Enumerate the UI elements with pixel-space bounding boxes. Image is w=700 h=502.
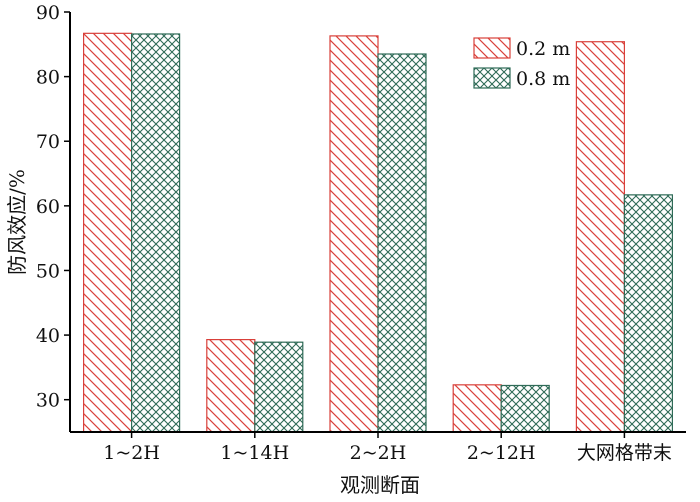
bar-series-b-3 (500, 384, 550, 433)
bars-layer (82, 32, 674, 433)
axes-layer: 30 40 50 60 70 80 90 1~2H 1~14H 2~2H 2~12H 大网格带末 (36, 2, 686, 464)
x-tick-label-1: 1~14H (220, 442, 289, 464)
x-axis-title: 观测断面 (340, 473, 420, 497)
bar-series-a-2 (329, 35, 379, 433)
legend-label-0: 0.2 m (516, 38, 570, 60)
x-tick-label-3: 2~12H (467, 442, 536, 464)
y-axis-title: 防风效应/% (5, 169, 29, 275)
y-tick-label-70: 70 (36, 131, 60, 153)
legend-swatch-0 (473, 37, 511, 59)
y-tick-label-50: 50 (36, 260, 60, 282)
y-tick-label-30: 30 (36, 390, 60, 412)
bar-series-a-3 (452, 384, 502, 433)
bar-series-b-2 (377, 53, 427, 433)
y-tick-label-90: 90 (36, 2, 60, 24)
legend: 0.2 m 0.8 m (473, 37, 570, 90)
y-tick-label-60: 60 (36, 196, 60, 218)
bar-series-b-4 (623, 194, 674, 433)
legend-label-1: 0.8 m (516, 68, 570, 90)
x-tick-label-0: 1~2H (103, 442, 160, 464)
bar-series-a-4 (575, 41, 626, 433)
bar-series-a-0 (82, 32, 133, 433)
legend-swatch-1 (473, 67, 511, 89)
bar-series-b-1 (254, 341, 304, 433)
x-tick-label-4: 大网格带末 (577, 442, 672, 464)
x-tick-label-2: 2~2H (350, 442, 407, 464)
y-tick-label-40: 40 (36, 325, 60, 347)
y-tick-label-80: 80 (36, 67, 60, 89)
bar-series-a-1 (206, 339, 256, 433)
bar-series-b-0 (131, 33, 181, 433)
